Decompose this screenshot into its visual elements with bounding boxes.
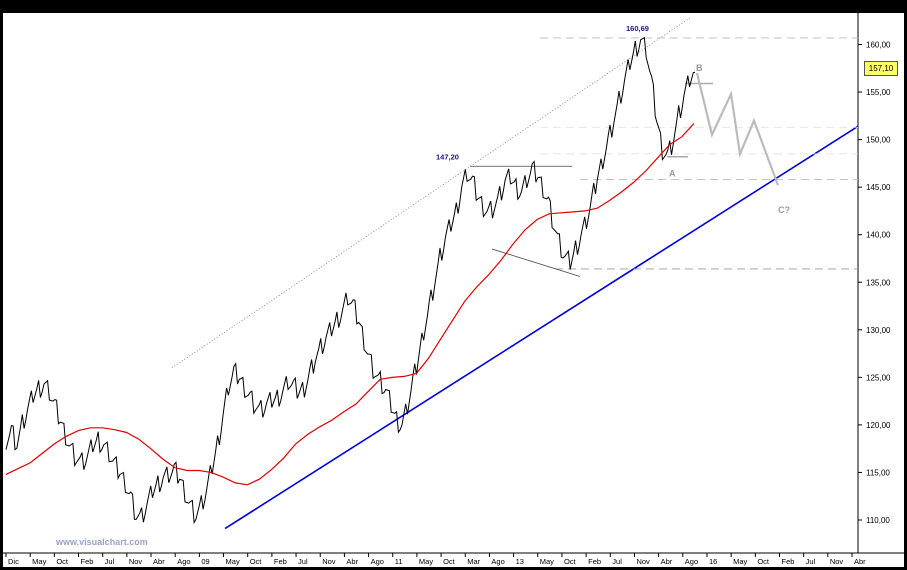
x-tick-label: Abr [346,557,358,566]
price-series-line [5,36,696,525]
x-tick-label: 16 [709,557,717,566]
watermark: www.visualchart.com [56,537,148,547]
x-tick-label: Ago [371,557,384,566]
current-price-tag: 157,10 [864,61,898,76]
x-tick-label: Oct [757,557,770,566]
y-tick-label: 120,00 [866,421,891,430]
x-tick-label: Abr [661,557,673,566]
x-tick-label: May [32,557,46,566]
y-tick-label: 150,00 [866,136,891,145]
annotation-wave-label: B [696,63,703,73]
x-tick-label: Ago [177,557,190,566]
x-tick-label: Jul [806,557,816,566]
x-tick-label: Mar [467,557,480,566]
x-tick-label: Feb [274,557,287,566]
x-tick-label: Abr [854,557,866,566]
annotation-level-label: 147,20 [436,153,459,162]
x-tick-label: Ago [685,557,698,566]
chart-header: ED - EURO BUND FUTURE CONTINUOUS - Fin d… [3,3,500,10]
x-tick-label: Oct [250,557,263,566]
x-tick-label: 09 [201,557,209,566]
x-tick-label: Oct [443,557,456,566]
y-tick-label: 130,00 [866,326,891,335]
x-tick-label: Ago [491,557,504,566]
annotation-wave-label: A [669,169,676,179]
x-tick-label: 11 [395,557,403,566]
x-tick-label: Oct [564,557,577,566]
projection-path [695,72,780,186]
x-tick-label: Nov [830,557,844,566]
y-tick-label: 155,00 [866,88,891,97]
x-axis-panel [3,553,904,567]
moving-average-line [5,122,695,486]
x-tick-label: Dic [8,557,19,566]
x-tick-label: May [226,557,240,566]
y-axis-panel [858,13,904,553]
x-tick-label: Nov [129,557,143,566]
y-tick-label: 145,00 [866,183,891,192]
annotation-level-label: 160,69 [626,24,649,33]
x-tick-label: May [540,557,554,566]
x-tick-label: Jul [298,557,308,566]
x-tick-label: Nov [636,557,650,566]
x-tick-label: Jul [105,557,115,566]
x-tick-label: Nov [322,557,336,566]
x-tick-label: Abr [153,557,165,566]
x-tick-label: Oct [56,557,69,566]
y-tick-label: 135,00 [866,278,891,287]
x-tick-label: May [733,557,747,566]
plot-area [3,13,858,553]
x-tick-label: Feb [81,557,94,566]
y-tick-label: 140,00 [866,231,891,240]
x-tick-label: 13 [516,557,524,566]
y-tick-label: 110,00 [866,516,890,525]
x-tick-label: Feb [781,557,794,566]
x-tick-label: Feb [588,557,601,566]
annotation-wave-label: C? [778,205,790,215]
x-tick-label: May [419,557,433,566]
y-tick-label: 160,00 [866,41,891,50]
upper-channel-line [171,17,691,369]
y-tick-label: 115,00 [866,468,890,477]
y-tick-label: 125,00 [866,373,891,382]
x-tick-label: Jul [612,557,622,566]
support-trend-line [224,125,859,530]
